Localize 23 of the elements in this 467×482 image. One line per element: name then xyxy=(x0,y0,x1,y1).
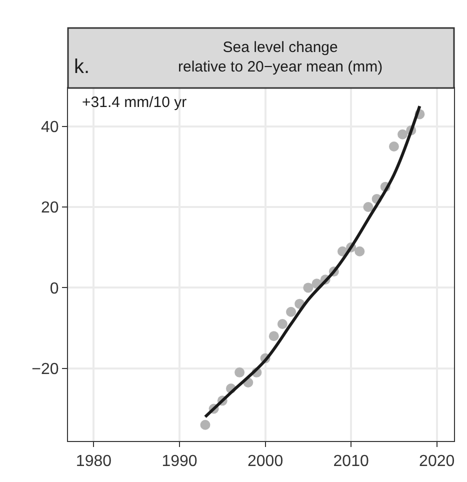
y-tick-label: 20 xyxy=(41,200,59,217)
point xyxy=(286,306,296,317)
x-tick-label: 2000 xyxy=(247,453,284,470)
x-tick-label: 1990 xyxy=(162,453,198,470)
point xyxy=(388,142,399,152)
point xyxy=(268,331,279,342)
text: k. xyxy=(74,56,90,78)
y-tick-label: −20 xyxy=(32,360,59,378)
line-series xyxy=(204,104,422,418)
x-tick-label: 2020 xyxy=(419,453,455,470)
y-tick-label: 0 xyxy=(50,280,59,298)
point xyxy=(398,129,408,140)
point xyxy=(363,202,374,212)
point xyxy=(277,319,288,330)
point xyxy=(354,246,365,256)
chart-title: Sea level change relative to 20−year mean (mm) xyxy=(178,39,383,76)
x-tick-label: 2010 xyxy=(333,453,369,470)
point xyxy=(200,420,210,430)
x-tick-label: 1980 xyxy=(76,453,112,470)
y-tick-label: 40 xyxy=(41,118,59,136)
annotation: +31.4 mm/10 yr xyxy=(82,94,187,111)
point xyxy=(303,282,314,293)
point xyxy=(234,367,245,378)
